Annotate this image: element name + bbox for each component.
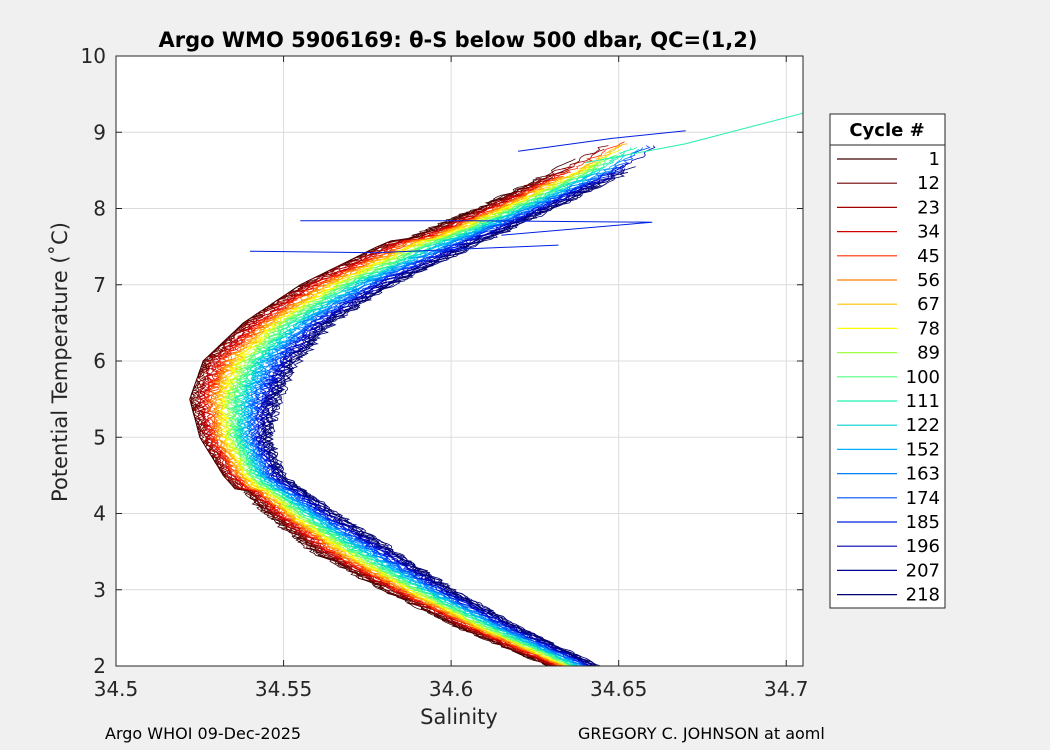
profile-line: [222, 156, 608, 667]
x-tick-label: 34.6: [429, 677, 474, 701]
legend-entry-label: 207: [906, 560, 940, 581]
profile-line: [245, 147, 643, 667]
y-tick-label: 9: [93, 120, 106, 144]
x-tick-label: 34.5: [94, 677, 139, 701]
profile-line: [267, 171, 629, 667]
profile-line: [245, 181, 590, 667]
profile-line: [191, 173, 557, 666]
y-tick-label: 5: [93, 425, 106, 449]
axis-ticks: 34.5 34.55 34.6 34.65 34.7 2 3 4 5 6 7 8 9 10: [81, 44, 809, 701]
profile-lines: [189, 112, 804, 667]
legend-entry-label: 12: [917, 173, 940, 194]
y-tick-label: 3: [93, 578, 106, 602]
profile-line: [241, 149, 640, 667]
y-tick-label: 6: [93, 349, 106, 373]
legend-entry-label: 67: [917, 294, 940, 315]
legend-entry-label: 45: [917, 246, 940, 267]
legend-entry-label: 56: [917, 270, 940, 291]
legend-entry-label: 163: [906, 464, 940, 485]
legend-entry-label: 196: [906, 536, 940, 557]
legend-entry-label: 174: [906, 488, 940, 509]
footer-right-text: GREGORY C. JOHNSON at aoml: [578, 724, 825, 743]
legend-title: Cycle #: [849, 120, 924, 141]
profile-line: [229, 179, 575, 667]
y-tick-label: 4: [93, 502, 106, 526]
y-tick-label: 7: [93, 273, 106, 297]
profile-line: [203, 141, 625, 667]
outlier-line-2: [518, 130, 686, 152]
legend: Cycle # 1 12 23 34 45 56 67 78 89 100 111 122 152 163…: [829, 113, 946, 609]
legend-entry-label: 34: [917, 222, 940, 243]
legend-entry-label: 23: [917, 197, 940, 218]
y-tick-label: 2: [93, 654, 106, 678]
max-salinity-trace: [585, 112, 804, 164]
legend-entry-label: 218: [906, 585, 940, 606]
chart-title: Argo WMO 5906169: θ-S below 500 dbar, QC…: [159, 28, 758, 52]
outlier-line-1: [249, 244, 559, 254]
profile-line: [199, 179, 561, 667]
profile-line: [226, 154, 618, 667]
profile-line: [266, 183, 607, 667]
legend-entry-label: 185: [906, 512, 940, 533]
x-axis-label: Salinity: [420, 705, 498, 729]
footer-left-text: Argo WHOI 09-Dec-2025: [105, 724, 302, 743]
x-tick-label: 34.7: [764, 677, 809, 701]
x-tick-label: 34.55: [255, 677, 312, 701]
x-tick-label: 34.65: [590, 677, 647, 701]
y-axis-label: Potential Temperature (˚C): [48, 222, 72, 502]
legend-entry-label: 111: [906, 391, 940, 412]
profile-line: [197, 149, 605, 667]
y-tick-label: 8: [93, 197, 106, 221]
legend-entry-label: 152: [906, 439, 940, 460]
legend-entry-label: 122: [906, 415, 940, 436]
y-tick-label: 10: [81, 44, 106, 68]
legend-entry-label: 78: [917, 318, 940, 339]
legend-entry-label: 100: [906, 367, 940, 388]
legend-box: [829, 113, 946, 609]
profile-line: [262, 166, 636, 667]
outlier-line-0: [300, 220, 653, 236]
legend-entry-label: 89: [917, 343, 940, 364]
legend-entry-label: 1: [929, 149, 940, 170]
